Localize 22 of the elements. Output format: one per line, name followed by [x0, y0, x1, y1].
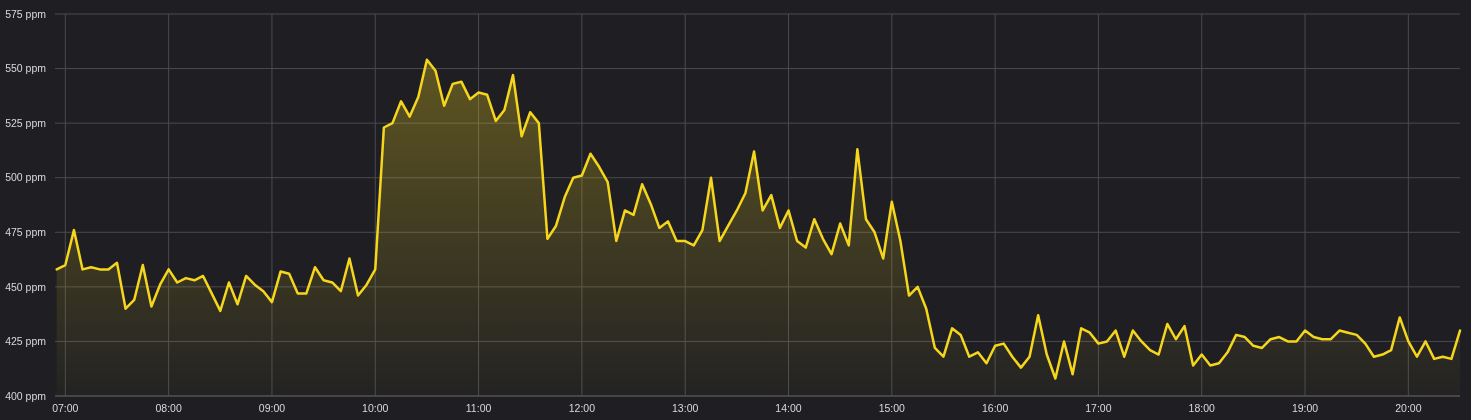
x-tick-label: 19:00: [1291, 402, 1319, 414]
x-tick-label: 18:00: [1188, 402, 1216, 414]
x-tick-label: 09:00: [258, 402, 286, 414]
x-tick-label: 12:00: [568, 402, 596, 414]
y-tick-label: 450 ppm: [5, 280, 47, 293]
x-tick-label: 07:00: [52, 402, 79, 414]
x-tick-label: 14:00: [775, 402, 802, 414]
x-tick-label: 15:00: [878, 402, 906, 414]
y-tick-label: 425 ppm: [5, 335, 47, 348]
x-tick-label: 11:00: [465, 402, 492, 414]
x-tick-label: 17:00: [1085, 402, 1112, 414]
x-tick-label: 20:00: [1395, 402, 1422, 414]
y-tick-label: 575 ppm: [5, 7, 47, 20]
y-tick-label: 525 ppm: [5, 116, 47, 129]
y-tick-label: 400 ppm: [5, 389, 47, 402]
x-tick-label: 16:00: [981, 402, 1009, 414]
y-tick-label: 550 ppm: [5, 62, 47, 75]
x-tick-label: 13:00: [672, 402, 699, 414]
y-tick-label: 475 ppm: [5, 225, 47, 238]
x-tick-label: 08:00: [155, 402, 182, 414]
x-tick-label: 10:00: [362, 402, 389, 414]
y-tick-label: 500 ppm: [5, 171, 47, 184]
